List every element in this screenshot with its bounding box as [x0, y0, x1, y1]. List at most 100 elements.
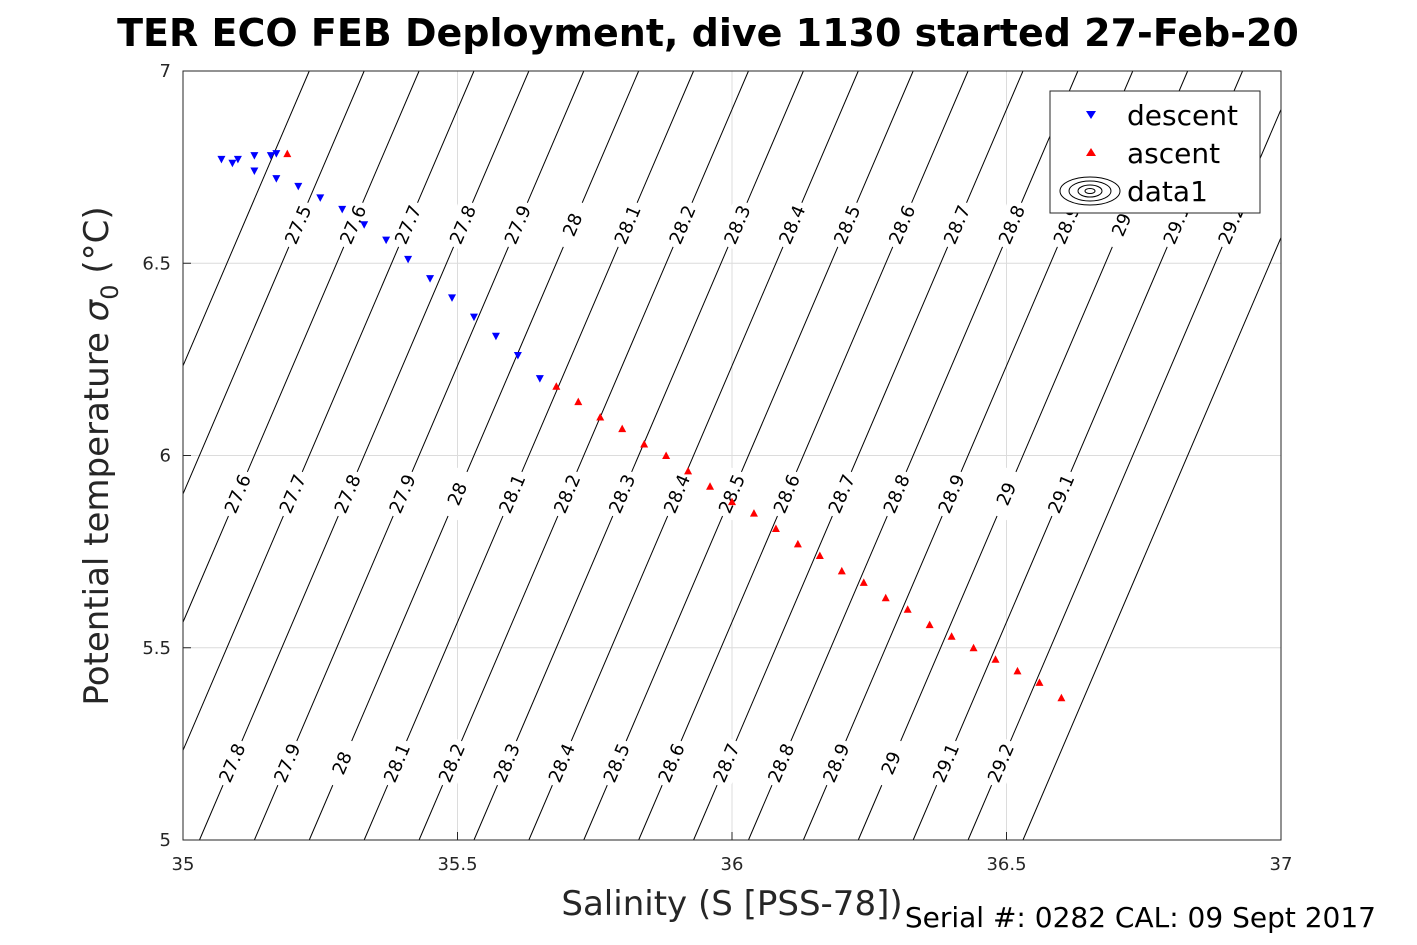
density-contour-line — [473, 70, 804, 841]
descent-point — [360, 221, 369, 229]
ascent-point — [793, 539, 802, 548]
ascent-point — [684, 466, 693, 475]
density-contour-line — [748, 70, 1079, 841]
density-contour-label-bg — [485, 735, 529, 791]
density-contour-label-bg — [211, 735, 254, 791]
density-contour-label-bg — [979, 735, 1023, 791]
ascent-point — [749, 509, 758, 517]
ascent-point — [1035, 678, 1044, 686]
density-contour-label-bg — [1040, 466, 1083, 522]
density-contour-label-bg — [814, 735, 858, 791]
descent-point — [272, 175, 281, 183]
descent-point — [535, 375, 544, 383]
density-contour-label-bg — [650, 735, 694, 791]
ascent-point — [837, 566, 846, 575]
y-axis-label: Potential temperature σ0 (°C) — [77, 206, 124, 705]
density-contour-line — [308, 70, 640, 841]
density-contour-label-bg — [924, 735, 968, 791]
ascent-point — [1057, 693, 1066, 702]
density-contour-line — [528, 70, 859, 841]
density-contour-line — [253, 70, 585, 841]
density-contour-label-bg — [441, 197, 485, 252]
ascent-point — [618, 424, 627, 433]
legend-ascent-label: ascent — [1127, 137, 1220, 170]
density-contour-label-bg — [430, 735, 474, 791]
density-contour-label-bg — [869, 735, 913, 791]
x-tick-label: 36.5 — [986, 854, 1026, 875]
density-contour-line — [182, 70, 310, 366]
ascent-point — [815, 551, 824, 559]
density-contour-label-bg — [551, 197, 595, 252]
density-contour-label-bg — [595, 735, 639, 791]
density-contour-label-bg — [540, 735, 584, 791]
descent-point — [294, 182, 303, 191]
density-contour-label-bg — [545, 466, 589, 522]
legend-ascent-marker — [1086, 148, 1096, 156]
density-contour-line — [638, 70, 969, 841]
ascent-point — [903, 605, 912, 613]
density-contour-label-bg — [276, 197, 320, 252]
ascent-point — [969, 643, 978, 652]
density-contour-label-bg — [655, 466, 699, 522]
descent-point — [266, 152, 275, 160]
density-contour-label-bg — [716, 197, 759, 252]
ascent-point — [947, 632, 956, 640]
density-contour-label-bg — [880, 197, 924, 252]
density-contour-label-bg — [985, 466, 1028, 522]
density-contour-labels: 27.5 27.6 27.7 27.8 27.9 28 28.1 28.2 28.3 28.4 28… — [211, 197, 1253, 791]
legend: descent ascent data1 — [1049, 90, 1261, 214]
density-contour-line — [182, 70, 475, 751]
density-contour-line — [363, 70, 695, 841]
y-axis-ticks: 5 5.5 6 6.5 7 — [142, 61, 191, 851]
legend-box — [1049, 90, 1261, 214]
density-contour-label-bg — [326, 466, 370, 522]
legend-data1-label: data1 — [1127, 175, 1208, 208]
ascent-point — [728, 497, 736, 506]
descent-point — [469, 313, 478, 322]
density-contour-label-bg — [710, 466, 754, 522]
descent-point — [228, 159, 237, 168]
density-contour-label-bg — [875, 466, 919, 522]
y-axis-label-main: Potential temperature — [77, 321, 117, 705]
density-contour-label-bg — [935, 197, 979, 252]
density-contour-label-bg — [770, 197, 814, 252]
density-contour-label-bg — [381, 466, 424, 522]
descent-point — [250, 152, 259, 160]
ascent-point — [859, 578, 868, 586]
ascent-point — [283, 149, 292, 158]
descent-point — [250, 167, 259, 175]
density-contour-label-bg — [820, 466, 864, 522]
density-contour-line — [1022, 237, 1282, 841]
ascent-point — [574, 397, 583, 406]
ascent-point — [596, 413, 605, 421]
legend-contour-icon — [1059, 176, 1121, 206]
series-descent — [217, 150, 544, 383]
density-contour-label-bg — [705, 735, 748, 791]
density-contour-label-bg — [825, 197, 869, 252]
serial-calibration-note: Serial #: 0282 CAL: 09 Sept 2017 — [905, 901, 1376, 934]
descent-point — [491, 332, 500, 341]
descent-point — [272, 150, 281, 158]
density-contour-label-bg — [386, 197, 430, 252]
y-tick-label: 5.5 — [142, 638, 171, 659]
x-tick-label: 35.5 — [437, 854, 477, 875]
descent-point — [404, 255, 413, 264]
density-contour-label-bg — [375, 735, 419, 791]
density-contour-label-bg — [606, 197, 650, 252]
descent-point — [426, 275, 435, 283]
density-contour-line — [693, 70, 1024, 841]
density-contour-label-bg — [271, 466, 315, 522]
ascent-point — [662, 451, 671, 459]
density-contour-label-bg — [661, 197, 704, 252]
density-contour-label-bg — [320, 735, 364, 791]
ascent-point — [925, 620, 934, 629]
data-series — [217, 149, 1066, 702]
ascent-point — [640, 439, 649, 448]
density-contour-label-bg — [331, 197, 375, 252]
y-axis-label-sigma: σ — [77, 298, 117, 321]
density-contour-label-bg — [930, 466, 973, 522]
y-tick-label: 5 — [160, 830, 171, 851]
y-tick-label: 6.5 — [142, 253, 171, 274]
y-tick-label: 6 — [160, 446, 171, 467]
